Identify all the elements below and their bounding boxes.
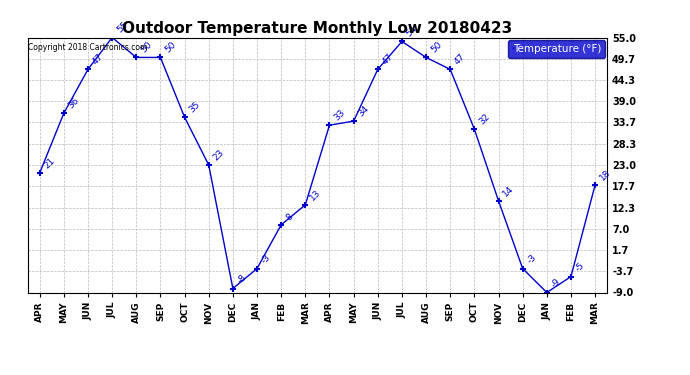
- Text: Copyright 2018 Cartronics.com: Copyright 2018 Cartronics.com: [28, 43, 148, 52]
- Text: -8: -8: [236, 273, 248, 286]
- Text: -3: -3: [260, 253, 273, 266]
- Text: 32: 32: [477, 112, 491, 126]
- Text: 50: 50: [139, 40, 154, 55]
- Text: 21: 21: [43, 156, 57, 170]
- Text: 34: 34: [357, 104, 371, 118]
- Text: 33: 33: [333, 108, 347, 122]
- Legend: Temperature (°F): Temperature (°F): [509, 40, 605, 58]
- Text: 50: 50: [429, 40, 444, 55]
- Text: -5: -5: [574, 261, 586, 274]
- Text: 14: 14: [502, 184, 515, 198]
- Text: 50: 50: [164, 40, 178, 55]
- Text: -9: -9: [550, 277, 562, 290]
- Text: 47: 47: [381, 52, 395, 67]
- Text: 47: 47: [453, 52, 467, 67]
- Text: 54: 54: [405, 24, 419, 39]
- Text: 47: 47: [91, 52, 105, 67]
- Text: 13: 13: [308, 188, 323, 202]
- Text: 8: 8: [284, 211, 295, 222]
- Text: 55: 55: [115, 20, 130, 35]
- Title: Outdoor Temperature Monthly Low 20180423: Outdoor Temperature Monthly Low 20180423: [122, 21, 513, 36]
- Text: 35: 35: [188, 100, 202, 114]
- Text: 23: 23: [212, 148, 226, 162]
- Text: -3: -3: [526, 253, 538, 266]
- Text: 36: 36: [67, 96, 81, 110]
- Text: 18: 18: [598, 168, 613, 182]
